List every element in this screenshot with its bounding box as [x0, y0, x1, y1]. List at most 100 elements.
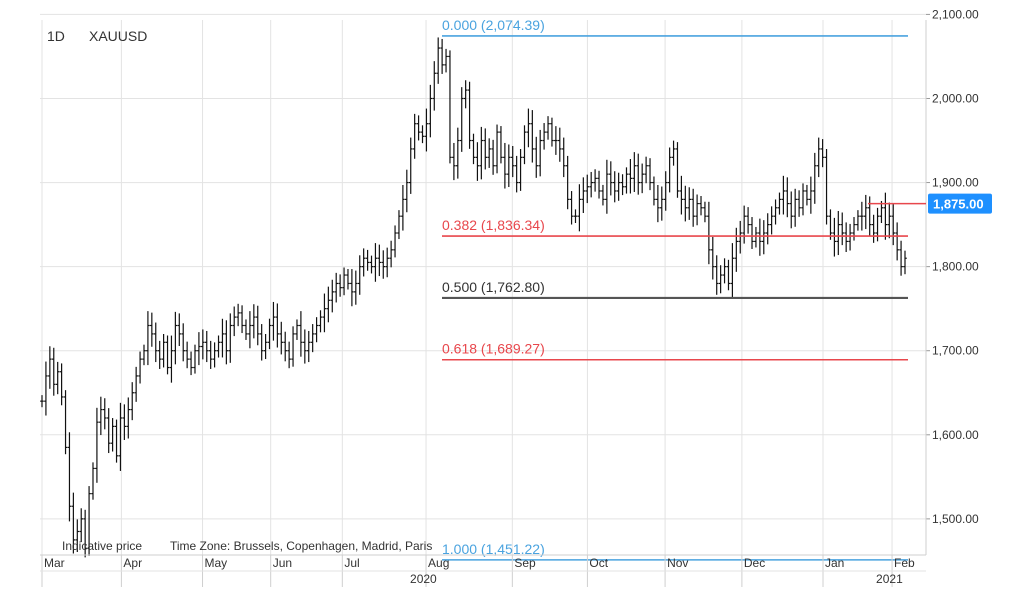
ohlc-bar [832, 217, 837, 257]
x-month-label: Apr [123, 556, 142, 570]
ohlc-bar [338, 274, 342, 297]
ohlc-bar [279, 321, 284, 355]
ohlc-bar [675, 142, 680, 198]
fib-level-label: 0.500 (1,762.80) [442, 279, 545, 295]
ohlc-bar [240, 305, 244, 334]
ohlc-bar [385, 247, 389, 278]
ohlc-bar [605, 159, 609, 214]
ohlc-bar [157, 340, 162, 369]
ohlc-bar [487, 138, 491, 168]
ohlc-bar [860, 201, 864, 231]
ohlc-bar [350, 269, 354, 307]
ohlc-bar [95, 407, 99, 483]
ohlc-bar [628, 159, 633, 194]
ohlc-bar [620, 174, 625, 196]
ohlc-bar [624, 167, 629, 194]
ohlc-bar [812, 152, 817, 204]
ohlc-bar [244, 319, 248, 340]
ohlc-bar [718, 265, 723, 294]
ohlc-bar [377, 244, 382, 277]
ohlc-bar [91, 462, 95, 500]
ohlc-bar [863, 194, 868, 230]
ohlc-bar [671, 140, 676, 166]
ohlc-bar [204, 330, 209, 363]
ohlc-bar [146, 311, 150, 366]
ohlc-bar [48, 346, 52, 389]
fib-level-label: 0.000 (2,074.39) [442, 17, 545, 33]
ohlc-bar [369, 255, 374, 274]
ohlc-bar [573, 209, 578, 224]
x-month-label: Mar [44, 556, 65, 570]
ohlc-bar [55, 361, 60, 395]
ohlc-bar [707, 201, 711, 265]
timeframe-label: 1D [47, 28, 65, 44]
ohlc-bar [228, 313, 233, 363]
ohlc-bar [695, 194, 699, 226]
ohlc-bar [659, 186, 664, 221]
ohlc-bar [134, 366, 138, 402]
ohlc-bar [773, 199, 778, 225]
ohlc-bar [840, 212, 845, 246]
ohlc-bar [514, 155, 519, 193]
ohlc-bar [601, 184, 605, 206]
ohlc-bar [102, 398, 107, 430]
ohlc-bar [118, 402, 123, 471]
ohlc-bar [306, 330, 311, 363]
ohlc-bar [789, 191, 794, 229]
ohlc-bar [510, 145, 515, 178]
ohlc-bar [87, 486, 91, 556]
fibonacci-retracement[interactable]: 0.000 (2,074.39) 0.382 (1,836.34) 0.500 (1… [442, 17, 908, 561]
ohlc-bar [63, 390, 68, 455]
ohlc-bar [248, 311, 252, 349]
ohlc-bar [903, 250, 907, 275]
ohlc-bar [467, 81, 472, 149]
y-tick-label: 1,900.00 [932, 176, 979, 190]
ohlc-bar [373, 243, 378, 282]
ohlc-bar [550, 117, 554, 147]
ohlc-bar [138, 351, 142, 384]
ohlc-bar [899, 240, 903, 276]
ohlc-bar [558, 127, 562, 162]
ohlc-bar [79, 508, 84, 543]
ohlc-bar [130, 382, 135, 421]
ohlc-bar [75, 519, 80, 552]
fib-level-label: 0.618 (1,689.27) [442, 341, 545, 357]
ohlc-bar [224, 320, 229, 365]
ohlc-bar [318, 310, 323, 333]
x-month-label: Dec [744, 556, 765, 570]
ohlc-bar [365, 249, 370, 271]
ohlc-bar [420, 125, 425, 144]
ohlc-bar [401, 185, 405, 231]
ohlc-bar [220, 318, 225, 358]
ohlc-bar [173, 311, 178, 365]
ohlc-bar [499, 126, 503, 164]
symbol-label: XAUUSD [89, 28, 147, 44]
ohlc-bar [758, 218, 762, 256]
y-tick-label: 2,000.00 [932, 91, 979, 105]
ohlc-bar [334, 272, 339, 303]
ohlc-bar [110, 418, 115, 452]
ohlc-bar [456, 127, 460, 179]
ohlc-bar [428, 84, 433, 138]
ohlc-bar [761, 220, 766, 255]
ohlc-bar [412, 113, 417, 159]
x-month-label: Nov [667, 556, 688, 570]
ohlc-bar [142, 344, 146, 366]
ohlc-bar [314, 317, 319, 343]
ohlc-bar [255, 305, 260, 346]
ohlc-bar [585, 174, 590, 204]
ohlc-bar [820, 139, 825, 168]
ohlc-bar [632, 152, 637, 192]
ohlc-bar [475, 142, 480, 181]
ohlc-bar [722, 258, 727, 284]
x-month-label: Jun [273, 556, 292, 570]
ohlc-bar [267, 318, 272, 350]
x-month-label: Feb [894, 556, 915, 570]
current-price-tag: 1,875.00 [868, 193, 992, 214]
ohlc-bar [169, 335, 174, 383]
ohlc-bar [310, 324, 315, 353]
ohlc-bar [212, 342, 217, 368]
ohlc-bar [683, 185, 688, 222]
timezone-note: Time Zone: Brussels, Copenhagen, Madrid,… [170, 539, 432, 553]
